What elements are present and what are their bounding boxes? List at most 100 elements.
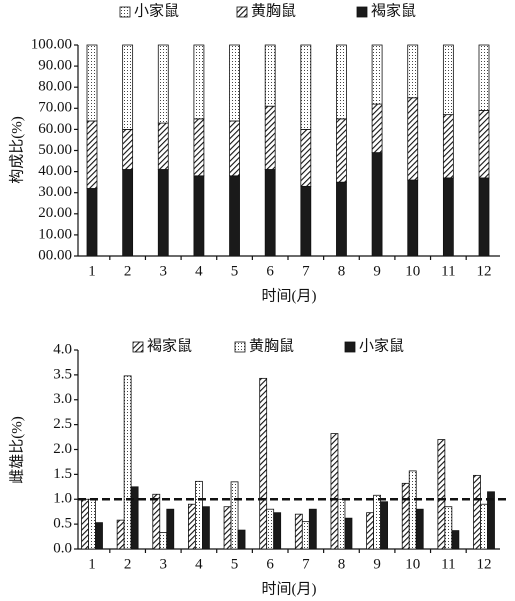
bar-segment: [478, 110, 490, 179]
bar-segment: [407, 97, 419, 181]
bar: [337, 498, 346, 550]
y-tick-label: 3.5: [53, 366, 72, 382]
bar: [152, 493, 161, 550]
legend-label: 黄胸鼠: [251, 2, 296, 19]
x-tick-label: 5: [231, 263, 239, 279]
bar-segment: [86, 44, 98, 122]
bar-segment: [264, 44, 276, 107]
y-tick-label: 1.0: [53, 491, 72, 507]
x-tick-label: 7: [302, 263, 310, 279]
bar-segment: [229, 175, 240, 257]
bar: [451, 530, 460, 550]
bar: [437, 439, 446, 550]
y-tick-label: 4.0: [53, 341, 72, 357]
bar: [373, 494, 381, 550]
bar: [116, 519, 125, 550]
x-tick-label: 12: [477, 556, 492, 572]
bar: [294, 513, 303, 550]
y-tick-label: 40.00: [38, 163, 72, 179]
x-tick-label: 1: [88, 556, 96, 572]
bar-segment: [300, 44, 312, 130]
x-tick-label: 6: [266, 263, 274, 279]
bar-segment: [193, 44, 205, 120]
y-axis-title: 构成比(%): [8, 116, 25, 184]
bar-segment: [336, 44, 347, 120]
x-tick-label: 11: [441, 263, 455, 279]
bar-segment: [264, 105, 276, 170]
y-tick-label: 0.0: [53, 540, 72, 556]
bar-segment: [86, 120, 98, 189]
y-tick-label: 2.0: [53, 441, 72, 457]
bar-segment: [407, 44, 419, 99]
bar-segment: [229, 44, 240, 122]
bar: [123, 375, 132, 550]
x-tick-label: 5: [231, 556, 239, 572]
bar-segment: [122, 128, 134, 170]
bar-segment: [407, 179, 419, 257]
y-tick-label: 2.5: [53, 416, 72, 432]
x-tick-label: 3: [160, 263, 168, 279]
bar-segment: [442, 177, 454, 257]
legend-swatch: [236, 6, 248, 18]
x-tick-label: 6: [266, 556, 274, 572]
bar-segment: [86, 188, 98, 257]
x-axis-title: 时间(月): [262, 287, 317, 304]
bar: [473, 474, 481, 550]
bar: [366, 512, 374, 550]
bar: [380, 501, 388, 550]
legend-swatch: [234, 341, 246, 353]
y-tick-label: 00.00: [38, 247, 72, 263]
bar: [266, 508, 275, 550]
x-tick-label: 2: [124, 263, 132, 279]
bar-segment: [300, 185, 312, 257]
bar-segment: [193, 175, 205, 257]
bar-segment: [336, 118, 347, 183]
legend-label: 黄胸鼠: [249, 337, 294, 354]
bar-segment: [157, 44, 169, 124]
bar-segment: [478, 44, 490, 111]
x-tick-label: 3: [160, 556, 168, 572]
y-tick-label: 20.00: [38, 205, 72, 221]
bar: [230, 481, 239, 550]
legend-label: 小家鼠: [359, 337, 404, 354]
legend-swatch: [344, 341, 356, 353]
bar-segment: [264, 169, 276, 257]
bar-segment: [442, 114, 454, 179]
bar: [301, 521, 310, 550]
bar: [401, 482, 410, 550]
y-axis-title: 雌雄比(%): [8, 416, 25, 484]
legend-label: 小家鼠: [134, 2, 179, 19]
x-tick-label: 12: [477, 263, 492, 279]
bar: [259, 377, 268, 550]
x-tick-label: 4: [195, 556, 203, 572]
x-tick-label: 8: [338, 556, 346, 572]
bar: [188, 503, 196, 550]
legend-label: 褐家鼠: [371, 2, 416, 19]
y-tick-label: 70.00: [38, 100, 72, 116]
y-tick-label: 0.5: [53, 516, 72, 532]
x-tick-label: 2: [124, 556, 132, 572]
y-tick-label: 90.00: [38, 58, 72, 74]
bar: [344, 517, 353, 550]
bar: [81, 498, 89, 550]
y-tick-label: 80.00: [38, 79, 72, 95]
bar-segment: [336, 181, 347, 257]
bar-segment: [157, 169, 169, 257]
bar: [444, 506, 453, 550]
bar-segment: [371, 152, 383, 257]
bar: [237, 529, 246, 550]
x-axis-title: 时间(月): [262, 580, 317, 597]
y-tick-label: 50.00: [38, 142, 72, 158]
bar: [159, 532, 168, 550]
x-tick-label: 1: [88, 263, 96, 279]
bar: [415, 508, 424, 550]
bar: [487, 491, 495, 550]
y-tick-label: 100.00: [31, 36, 72, 52]
y-tick-label: 1.5: [53, 466, 72, 482]
bar: [88, 498, 96, 550]
bar: [223, 506, 232, 550]
bar: [130, 486, 139, 550]
bar: [202, 506, 210, 550]
bar-segment: [229, 120, 240, 177]
